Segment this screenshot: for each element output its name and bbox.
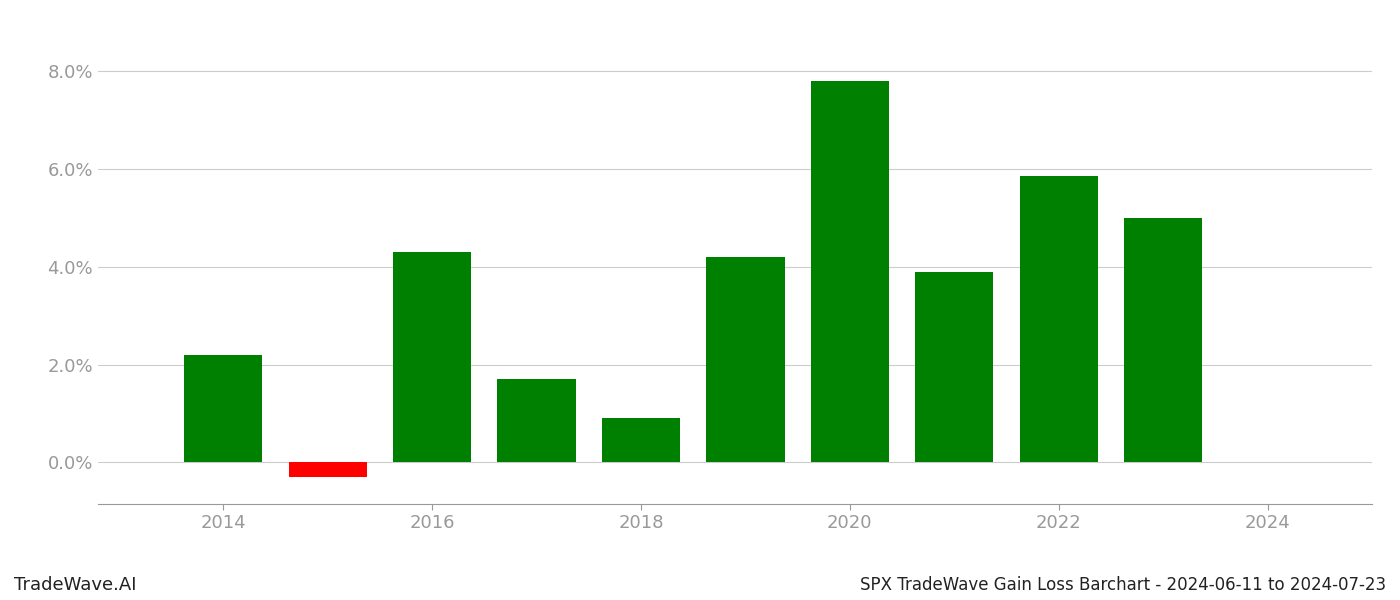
Bar — [706, 257, 784, 463]
Bar — [497, 379, 575, 463]
Bar — [811, 81, 889, 463]
Bar — [602, 418, 680, 463]
Bar — [1124, 218, 1203, 463]
Bar — [288, 463, 367, 477]
Bar — [393, 252, 472, 463]
Bar — [185, 355, 262, 463]
Bar — [916, 272, 994, 463]
Text: TradeWave.AI: TradeWave.AI — [14, 576, 137, 594]
Text: SPX TradeWave Gain Loss Barchart - 2024-06-11 to 2024-07-23: SPX TradeWave Gain Loss Barchart - 2024-… — [860, 576, 1386, 594]
Bar — [1019, 176, 1098, 463]
